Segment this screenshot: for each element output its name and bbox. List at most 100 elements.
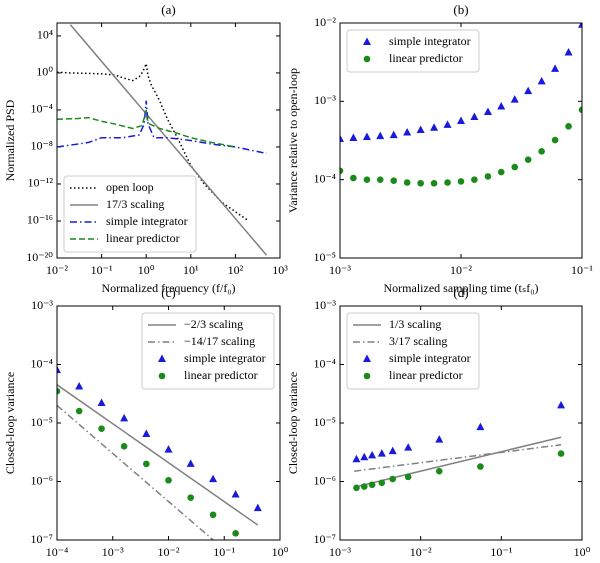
y-tick-label: 10⁻¹⁶ <box>27 213 53 227</box>
circle-marker <box>165 476 172 484</box>
legend-label: 1/3 scaling <box>389 317 441 331</box>
circle-marker <box>497 168 505 176</box>
triangle-marker <box>209 474 218 483</box>
triangle-marker <box>443 120 452 128</box>
circle-marker <box>143 460 150 468</box>
circle-marker <box>417 179 424 187</box>
axes-frame <box>339 22 583 259</box>
x-tick-label: 10⁻² <box>46 263 68 277</box>
triangle-marker <box>340 134 344 143</box>
x-tick-label: 10⁻² <box>158 545 180 559</box>
y-tick-label: 10⁻⁴ <box>30 356 53 370</box>
legend-marker <box>363 354 371 362</box>
y-tick-label: 10⁻²⁰ <box>26 250 53 264</box>
y-tick-label: 10⁻³ <box>314 93 336 107</box>
triangle-marker <box>388 446 397 455</box>
triangle-marker <box>352 454 361 463</box>
triangle-marker <box>551 64 560 72</box>
x-tick-label: 10⁻² <box>450 263 472 277</box>
legend-label: −14/17 scaling <box>184 334 255 348</box>
legend-box <box>141 312 275 390</box>
plot-area <box>340 23 582 187</box>
series-line <box>354 436 562 488</box>
y-tick-label: 10⁻⁶ <box>30 473 53 487</box>
circle-marker <box>457 178 465 185</box>
triangle-marker <box>457 116 465 125</box>
triangle-marker <box>435 435 444 443</box>
y-tick-label: 10⁰ <box>36 65 53 79</box>
x-axis-label: Normalized frequency (f/f₀) <box>101 281 235 295</box>
legend-label: linear predictor <box>184 368 258 382</box>
circle-marker <box>551 136 559 144</box>
legend-box <box>63 175 197 253</box>
x-tick-label: 10⁻¹ <box>91 263 113 277</box>
legend-label: simple integrator <box>184 351 266 365</box>
y-axis-label: Variance relative to open-loop <box>286 68 300 213</box>
y-tick-label: 10⁻⁴ <box>30 102 53 116</box>
y-axis-label: Closed-loop variance <box>3 372 17 474</box>
x-tick-label: 10⁻³ <box>102 545 124 559</box>
triangle-marker <box>483 107 492 116</box>
triangle-marker <box>524 86 533 95</box>
y-tick-label: 10⁻⁷ <box>313 532 336 546</box>
panel-title: (c) <box>161 285 175 300</box>
legend-label: simple integrator <box>389 351 471 365</box>
legend-label: −2/3 scaling <box>184 317 243 331</box>
series-line <box>57 60 250 222</box>
triangle-marker <box>120 413 129 422</box>
circle-marker <box>511 163 519 171</box>
triangle-marker <box>360 452 369 461</box>
x-axis-label: Normalized sampling time (tₛf₀) <box>384 281 539 295</box>
legend-label: 3/17 scaling <box>389 334 447 348</box>
legend-marker <box>158 354 166 362</box>
triangle-marker <box>497 101 506 110</box>
series-line <box>69 24 268 256</box>
plot-area <box>57 365 262 540</box>
circle-marker <box>57 387 61 395</box>
y-tick-label: 10⁻⁵ <box>313 250 336 264</box>
y-tick-label: 10⁻⁴ <box>313 171 336 185</box>
triangle-marker <box>362 132 371 141</box>
circle-marker <box>187 494 194 501</box>
plot-area <box>352 400 566 492</box>
circle-marker <box>390 177 398 185</box>
plot-area <box>57 24 268 256</box>
circle-marker <box>435 467 443 475</box>
circle-marker <box>404 473 412 481</box>
circle-marker <box>368 481 376 489</box>
circle-marker <box>444 179 451 186</box>
series-line <box>57 404 215 540</box>
legend-marker <box>363 372 371 380</box>
x-tick-label: 10⁻³ <box>329 263 351 277</box>
panel-title: (b) <box>453 2 468 17</box>
x-tick-label: 10⁻¹ <box>490 545 512 559</box>
legend-label: linear predictor <box>106 231 180 245</box>
x-tick-label: 10⁰ <box>138 263 155 277</box>
series-line <box>57 109 236 148</box>
legend-box <box>346 312 480 390</box>
y-tick-label: 10⁻⁵ <box>30 415 53 429</box>
y-tick-label: 10⁴ <box>37 28 53 42</box>
circle-marker <box>353 484 360 492</box>
y-tick-label: 10⁻⁷ <box>30 532 53 546</box>
triangle-marker <box>186 459 195 467</box>
triangle-marker <box>142 429 151 437</box>
triangle-marker <box>376 131 385 140</box>
legend-marker <box>363 55 371 63</box>
x-tick-label: 10³ <box>272 263 288 277</box>
circle-marker <box>430 179 438 187</box>
circle-marker <box>363 176 371 183</box>
x-tick-label: 10¹ <box>183 263 199 277</box>
series-line <box>57 384 259 526</box>
triangle-marker <box>430 123 439 131</box>
triangle-marker <box>578 23 582 28</box>
y-tick-label: 10⁻¹² <box>27 176 53 190</box>
circle-marker <box>524 156 532 163</box>
triangle-marker <box>510 95 519 103</box>
triangle-marker <box>557 400 566 409</box>
legend-label: simple integrator <box>389 34 471 48</box>
y-axis-label: Closed-loop variance <box>286 372 300 474</box>
circle-marker <box>209 511 217 519</box>
